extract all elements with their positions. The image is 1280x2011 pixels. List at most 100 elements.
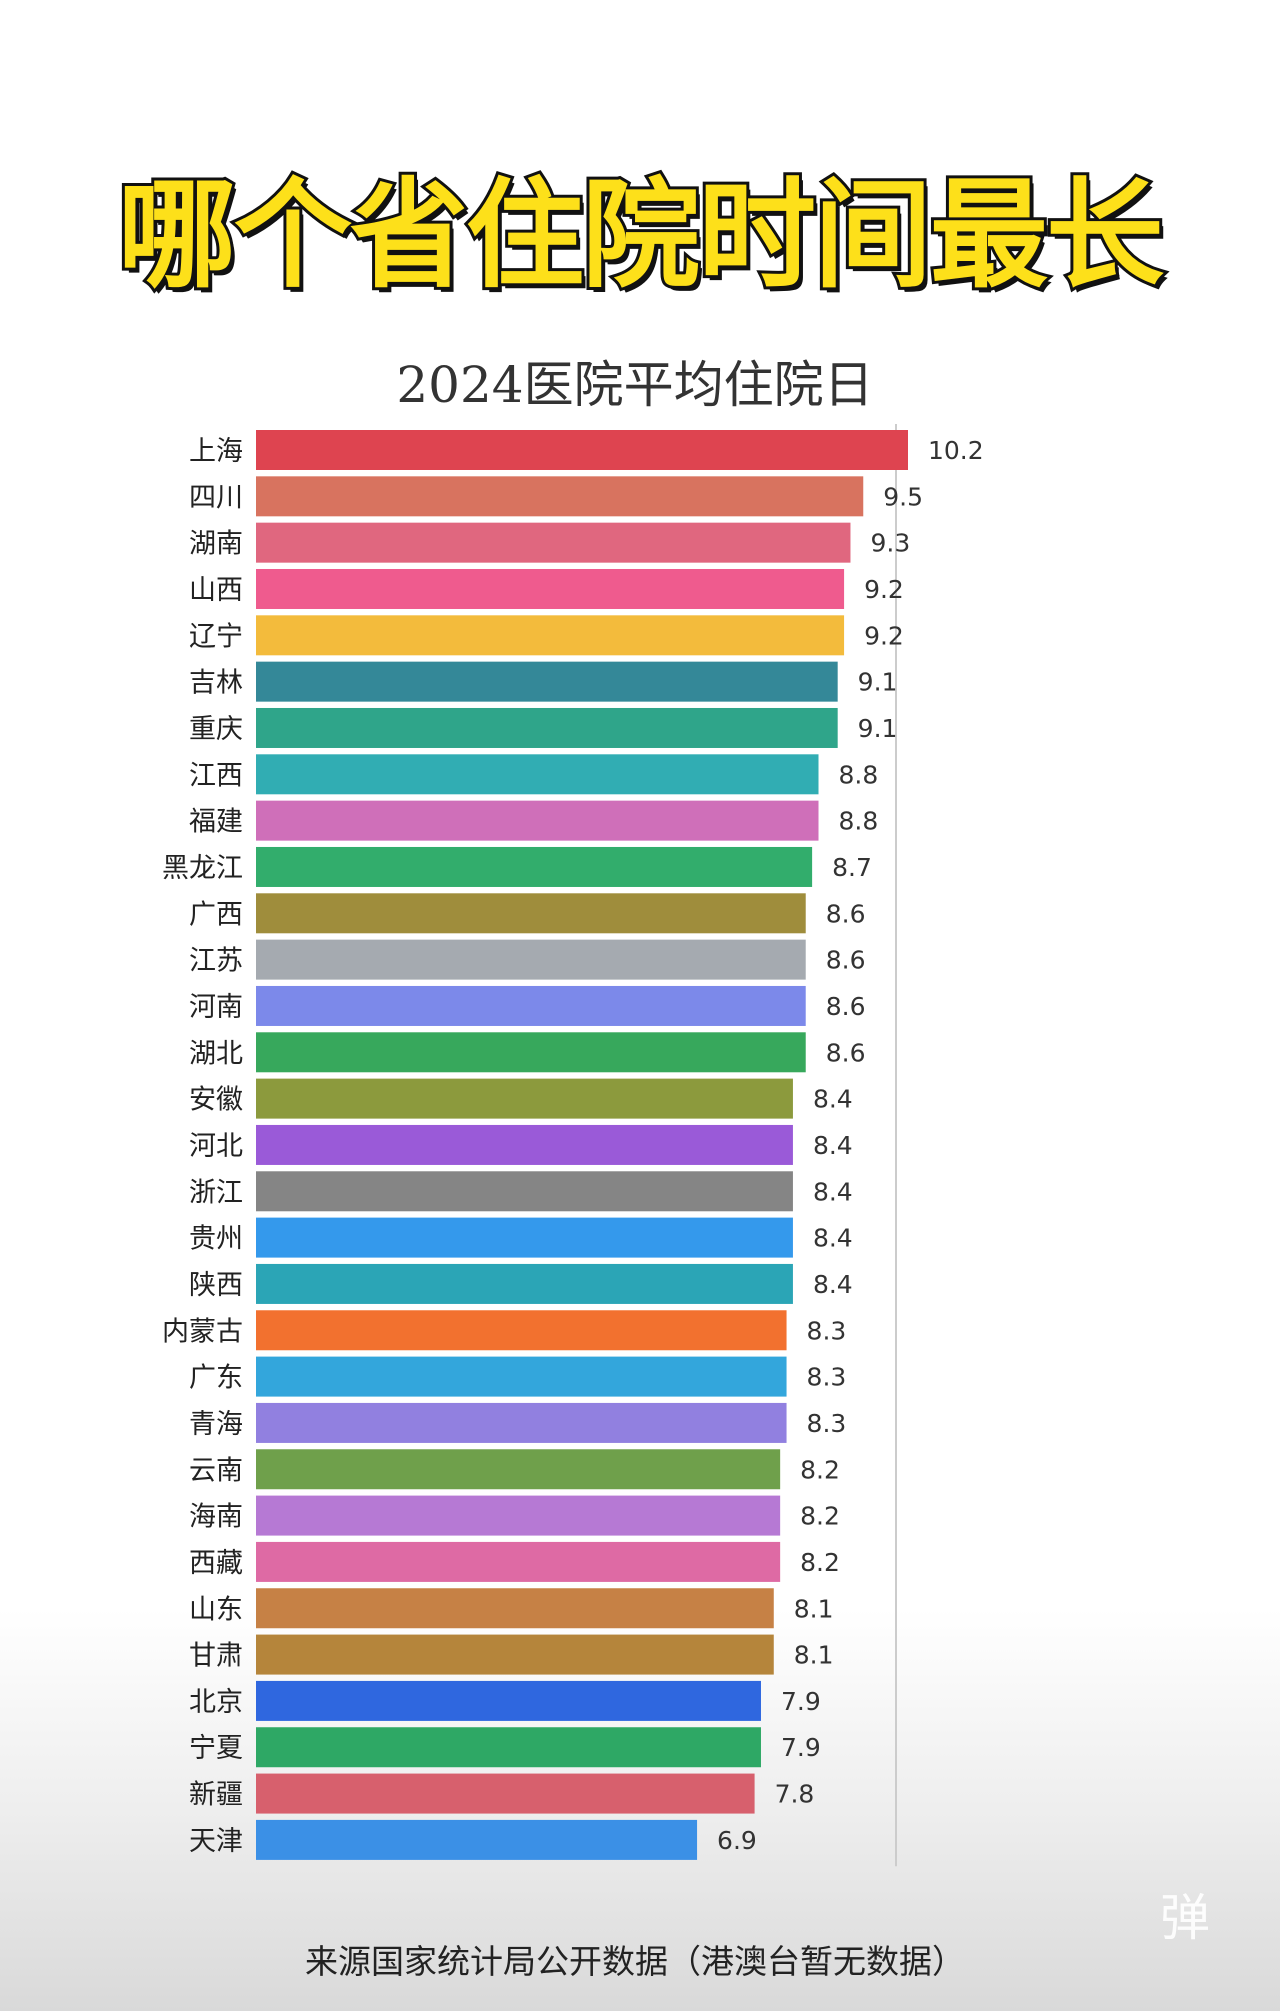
bar-12: [256, 939, 806, 980]
headline: 哪个省住院时间最长: [115, 163, 1167, 307]
chart-title: 2024医院平均住院日: [396, 356, 874, 414]
category-labels-group: 上海四川湖南山西辽宁吉林重庆江西福建黑龙江广西江苏河南湖北安徽河北浙江贵州陕西内…: [162, 436, 243, 1857]
bar-24: [256, 1495, 781, 1536]
bar-30: [256, 1773, 755, 1814]
category-label: 甘肃: [189, 1641, 243, 1672]
category-label: 辽宁: [189, 621, 243, 652]
value-label: 8.4: [813, 1085, 853, 1114]
bar-11: [256, 893, 806, 934]
category-label: 北京: [189, 1687, 243, 1718]
value-label: 8.4: [813, 1224, 853, 1253]
bar-27: [256, 1634, 774, 1675]
source-note: 来源国家统计局公开数据（港澳台暂无数据）: [305, 1942, 965, 1981]
bar-16: [256, 1124, 793, 1165]
category-label: 陕西: [189, 1270, 243, 1301]
value-label: 8.3: [807, 1409, 847, 1438]
category-label: 广东: [189, 1363, 243, 1394]
bar-31: [256, 1819, 698, 1860]
category-label: 山东: [189, 1594, 243, 1625]
category-label: 贵州: [189, 1224, 243, 1255]
value-label: 8.8: [839, 760, 879, 789]
bar-8: [256, 754, 819, 795]
category-label: 上海: [189, 436, 243, 467]
bar-10: [256, 846, 813, 887]
value-label: 8.2: [800, 1548, 840, 1577]
category-label: 福建: [189, 807, 243, 838]
value-label: 8.2: [800, 1455, 840, 1484]
category-label: 西藏: [189, 1548, 243, 1579]
bar-5: [256, 615, 845, 656]
category-label: 江西: [189, 760, 243, 791]
value-label: 10.2: [928, 436, 984, 465]
category-label: 河南: [189, 992, 243, 1023]
value-label: 9.3: [870, 529, 910, 558]
value-label: 8.3: [807, 1363, 847, 1392]
bar-26: [256, 1588, 774, 1629]
category-label: 河北: [189, 1131, 243, 1162]
category-label: 青海: [189, 1409, 243, 1440]
bar-14: [256, 1032, 806, 1073]
bar-28: [256, 1680, 761, 1721]
bar-6: [256, 661, 838, 702]
category-label: 广西: [189, 899, 243, 930]
value-label: 8.6: [826, 899, 866, 928]
category-label: 海南: [189, 1502, 243, 1533]
category-label: 江苏: [189, 946, 243, 977]
bar-9: [256, 800, 819, 841]
bar-1: [256, 430, 908, 470]
category-label: 湖北: [189, 1038, 243, 1069]
category-label: 四川: [189, 482, 243, 513]
category-label: 浙江: [189, 1177, 243, 1208]
bars-group: [256, 430, 908, 1860]
value-label: 9.1: [858, 714, 898, 743]
value-label: 8.1: [794, 1594, 834, 1623]
value-label: 8.3: [807, 1316, 847, 1345]
category-label: 云南: [189, 1455, 243, 1486]
category-label: 吉林: [189, 668, 243, 699]
value-label: 7.9: [781, 1733, 821, 1762]
value-label: 8.2: [800, 1502, 840, 1531]
bar-4: [256, 568, 845, 609]
bar-17: [256, 1171, 793, 1212]
value-label: 7.8: [775, 1780, 815, 1809]
value-label: 8.6: [826, 992, 866, 1021]
category-label: 安徽: [189, 1085, 243, 1116]
value-label: 8.8: [839, 807, 879, 836]
category-label: 黑龙江: [162, 853, 243, 884]
value-label: 8.7: [832, 853, 872, 882]
bar-3: [256, 522, 851, 563]
bar-7: [256, 707, 838, 748]
category-label: 天津: [189, 1826, 243, 1857]
bar-25: [256, 1541, 781, 1582]
watermark-text: 弹: [1160, 1889, 1210, 1947]
category-label: 山西: [189, 575, 243, 606]
bar-chart: 上海四川湖南山西辽宁吉林重庆江西福建黑龙江广西江苏河南湖北安徽河北浙江贵州陕西内…: [162, 424, 984, 1867]
value-labels-group: 10.29.5 9.3 9.2 9.2 9.1 9.1 8.8 8.8 8.7 8.6 8.6 8.6…: [717, 436, 984, 1855]
bar-18: [256, 1217, 793, 1258]
value-label: 9.2: [864, 621, 904, 650]
bar-15: [256, 1078, 793, 1119]
category-label: 重庆: [189, 714, 243, 745]
value-label: 9.2: [864, 575, 904, 604]
value-label: 6.9: [717, 1826, 757, 1855]
category-label: 内蒙古: [162, 1316, 243, 1347]
bar-19: [256, 1263, 793, 1304]
bar-21: [256, 1356, 787, 1397]
value-label: 8.6: [826, 946, 866, 975]
bar-20: [256, 1310, 787, 1351]
value-label: 8.4: [813, 1270, 853, 1299]
value-label: 8.6: [826, 1038, 866, 1067]
value-label: 7.9: [781, 1687, 821, 1716]
bar-2: [256, 476, 864, 517]
value-label: 9.5: [883, 482, 923, 511]
value-label: 9.1: [858, 668, 898, 697]
category-label: 宁夏: [189, 1733, 243, 1764]
value-label: 8.4: [813, 1177, 853, 1206]
value-label: 8.1: [794, 1641, 834, 1670]
bar-13: [256, 985, 806, 1026]
bar-23: [256, 1449, 781, 1490]
category-label: 新疆: [189, 1780, 243, 1811]
bar-29: [256, 1727, 761, 1768]
value-label: 8.4: [813, 1131, 853, 1160]
bar-22: [256, 1402, 787, 1443]
